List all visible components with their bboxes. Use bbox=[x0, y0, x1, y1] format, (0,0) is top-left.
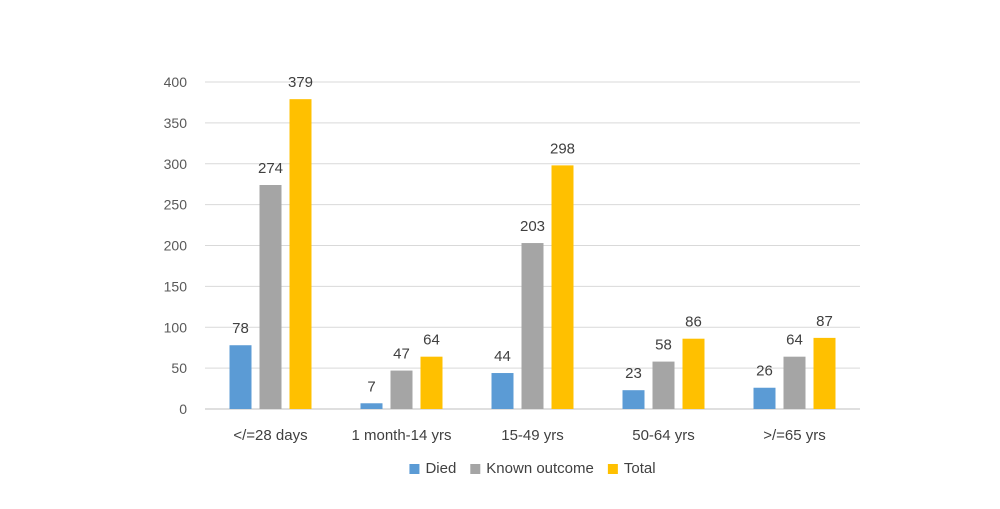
bar-died bbox=[491, 373, 514, 409]
y-tick-label: 0 bbox=[179, 401, 187, 417]
legend-swatch bbox=[409, 464, 420, 474]
x-axis-ticks: </=28 days 1 month-14 yrs 15-49 yrs 50-64 y… bbox=[233, 427, 825, 444]
data-label: 64 bbox=[423, 332, 440, 349]
bar-total bbox=[682, 338, 705, 409]
data-label: 274 bbox=[258, 160, 283, 177]
bar-known-outcome bbox=[652, 361, 675, 409]
data-label: 379 bbox=[288, 74, 313, 91]
bar-died bbox=[360, 403, 383, 409]
x-tick-label: >/=65 yrs bbox=[763, 427, 826, 444]
y-tick-label: 100 bbox=[164, 319, 188, 335]
data-label: 87 bbox=[816, 313, 833, 330]
y-tick-label: 200 bbox=[164, 238, 188, 254]
bar-total bbox=[551, 165, 574, 409]
legend-swatch bbox=[470, 464, 481, 474]
legend-swatch bbox=[607, 464, 618, 474]
bar-died bbox=[753, 387, 776, 409]
y-tick-label: 300 bbox=[164, 156, 188, 172]
bar-total bbox=[420, 356, 443, 409]
legend-item: Known outcome bbox=[470, 460, 594, 477]
bar-known-outcome bbox=[783, 356, 806, 409]
y-tick-label: 400 bbox=[164, 74, 188, 90]
legend-item: Total bbox=[607, 460, 656, 477]
legend-label: Known outcome bbox=[486, 460, 594, 477]
legend-item: Died bbox=[409, 460, 456, 477]
data-label: 86 bbox=[685, 314, 702, 331]
bar-known-outcome bbox=[390, 370, 413, 409]
y-tick-label: 50 bbox=[171, 360, 187, 376]
data-label: 78 bbox=[232, 320, 249, 337]
legend: Died Known outcome Total bbox=[409, 460, 656, 477]
data-label: 298 bbox=[550, 140, 575, 157]
bar-died bbox=[622, 390, 645, 409]
x-tick-label: 15-49 yrs bbox=[501, 427, 564, 444]
bar-total bbox=[813, 337, 836, 409]
y-tick-label: 150 bbox=[164, 278, 188, 294]
data-labels: 78 274 379 7 47 64 44 203 298 23 58 86 26 64 87 bbox=[232, 74, 833, 395]
data-label: 7 bbox=[367, 378, 375, 395]
y-axis-ticks: 0 50 100 150 200 250 300 350 400 bbox=[164, 74, 188, 417]
bar-total bbox=[289, 99, 312, 409]
x-tick-label: </=28 days bbox=[233, 427, 307, 444]
y-tick-label: 250 bbox=[164, 197, 188, 213]
legend-label: Total bbox=[624, 460, 656, 477]
bar-known-outcome bbox=[521, 243, 544, 409]
y-tick-label: 350 bbox=[164, 115, 188, 131]
data-label: 26 bbox=[756, 363, 773, 380]
bars bbox=[229, 99, 836, 409]
x-tick-label: 1 month-14 yrs bbox=[351, 427, 451, 444]
bar-died bbox=[229, 345, 252, 409]
data-label: 44 bbox=[494, 348, 511, 365]
data-label: 203 bbox=[520, 218, 545, 235]
data-label: 58 bbox=[655, 337, 672, 354]
legend-label: Died bbox=[425, 460, 456, 477]
bar-known-outcome bbox=[259, 185, 282, 409]
data-label: 47 bbox=[393, 346, 410, 363]
data-label: 64 bbox=[786, 332, 803, 349]
data-label: 23 bbox=[625, 365, 642, 382]
x-tick-label: 50-64 yrs bbox=[632, 427, 695, 444]
